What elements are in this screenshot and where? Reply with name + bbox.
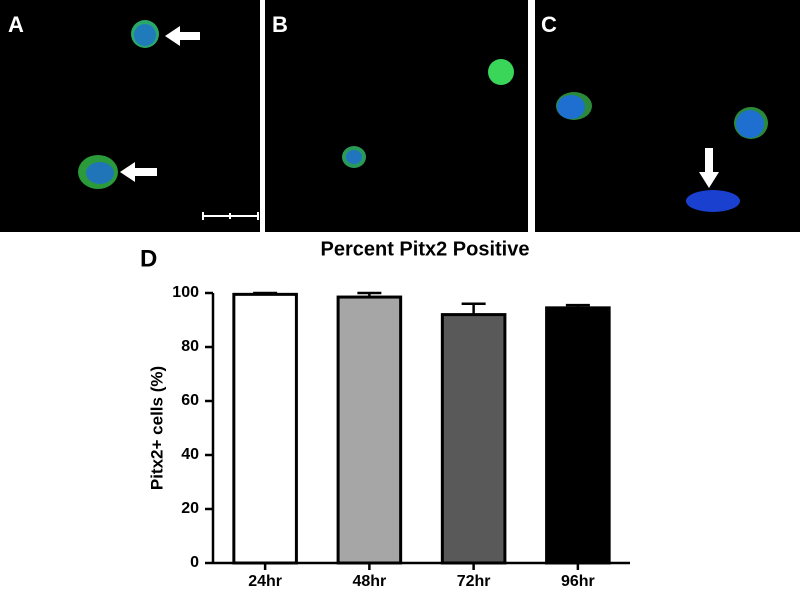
nucleus: [736, 110, 764, 138]
arrow: [120, 162, 157, 182]
y-axis-label: Pitx2+ cells (%): [147, 366, 166, 490]
panel-label: C: [541, 12, 557, 37]
x-tick-label: 96hr: [561, 573, 595, 590]
y-tick-label: 80: [181, 338, 199, 355]
arrow: [165, 26, 200, 46]
nucleus: [134, 24, 156, 46]
nucleus: [686, 190, 740, 212]
bar: [336, 295, 403, 565]
micrographs: A B C: [0, 0, 800, 232]
y-tick-label: 60: [181, 392, 199, 409]
panel-a-image: [0, 0, 260, 232]
bar: [545, 306, 611, 565]
bar: [440, 313, 507, 565]
y-tick-label: 0: [190, 554, 199, 571]
scale-bar: [202, 212, 259, 220]
cell: [488, 59, 514, 85]
panel-label: A: [8, 12, 24, 37]
arrow: [699, 148, 719, 188]
panel-label: B: [272, 12, 288, 37]
nucleus: [346, 150, 362, 164]
bar: [232, 292, 298, 565]
nucleus: [557, 95, 585, 119]
plot: 0 20 40 60 80 100 24hr 48hr 72hr 96hr: [172, 284, 630, 590]
y-tick-label: 20: [181, 500, 199, 517]
panel-b-image: [265, 0, 528, 232]
x-tick-label: 24hr: [248, 573, 282, 590]
chart-title: Percent Pitx2 Positive: [321, 238, 530, 260]
x-tick-label: 72hr: [457, 573, 491, 590]
nucleus: [86, 162, 114, 184]
x-tick-label: 48hr: [352, 573, 386, 590]
y-tick-label: 40: [181, 446, 199, 463]
panel-label: D: [140, 245, 157, 272]
y-tick-label: 100: [172, 284, 199, 301]
